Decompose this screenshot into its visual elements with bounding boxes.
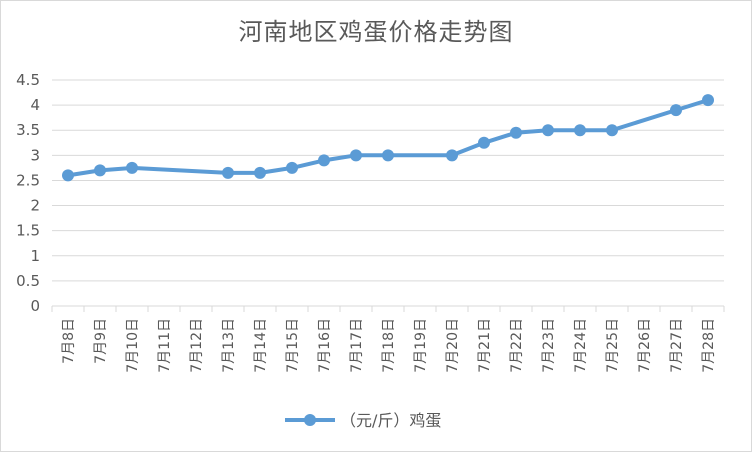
x-tick-label: 7月21日 xyxy=(477,318,493,373)
x-tick-label: 7月14日 xyxy=(253,318,269,373)
y-tick-label: 1.5 xyxy=(16,222,40,240)
y-tick-label: 0 xyxy=(30,297,40,315)
x-tick-label: 7月27日 xyxy=(669,318,685,373)
y-tick-label: 2 xyxy=(30,197,40,215)
data-point xyxy=(254,166,266,179)
x-tick-label: 7月12日 xyxy=(189,318,205,373)
data-point xyxy=(382,149,394,162)
legend-marker xyxy=(304,414,316,426)
data-point xyxy=(222,166,234,179)
data-point xyxy=(318,154,330,167)
data-point xyxy=(126,161,138,174)
x-tick-label: 7月24日 xyxy=(573,318,589,373)
x-tick-label: 7月19日 xyxy=(413,318,429,373)
data-point xyxy=(478,136,490,149)
x-tick-label: 7月28日 xyxy=(701,318,717,373)
x-tick-label: 7月23日 xyxy=(541,318,557,373)
data-point xyxy=(94,164,106,177)
data-point xyxy=(606,124,618,137)
data-point xyxy=(574,124,586,137)
y-axis: 0 0.5 1 1.5 2 2.5 3 3.5 4 4.5 xyxy=(16,71,40,315)
data-point xyxy=(286,161,298,174)
y-tick-label: 4 xyxy=(30,96,40,114)
data-point xyxy=(510,126,522,139)
data-point xyxy=(702,94,714,107)
y-tick-label: 3 xyxy=(30,146,40,164)
y-tick-label: 4.5 xyxy=(16,71,40,89)
series-layer xyxy=(62,94,714,182)
x-tick-label: 7月13日 xyxy=(221,318,237,373)
y-tick-label: 2.5 xyxy=(16,171,40,189)
data-point xyxy=(62,169,74,182)
x-tick-label: 7月18日 xyxy=(381,318,397,373)
data-point xyxy=(542,124,554,137)
x-tick-label: 7月17日 xyxy=(349,318,365,373)
x-tick-label: 7月25日 xyxy=(605,318,621,373)
x-tick-label: 7月10日 xyxy=(125,318,141,373)
x-tick-label: 7月20日 xyxy=(445,318,461,373)
data-point xyxy=(446,149,458,162)
grid-layer xyxy=(52,79,724,307)
x-tick-label: 7月16日 xyxy=(317,318,333,373)
y-tick-label: 3.5 xyxy=(16,121,40,139)
x-tick-label: 7月11日 xyxy=(157,318,173,373)
data-point xyxy=(350,149,362,162)
x-tick-label: 7月15日 xyxy=(285,318,301,373)
x-tick-label: 7月8日 xyxy=(61,318,77,364)
x-tick-label: 7月9日 xyxy=(93,318,109,364)
data-point xyxy=(670,104,682,117)
chart-title: 河南地区鸡蛋价格走势图 xyxy=(238,18,514,46)
legend: （元/斤）鸡蛋 xyxy=(285,411,441,430)
x-axis: 7月8日 7月9日 7月10日 7月11日 7月12日 7月13日 7月14日 7月15日 7月… xyxy=(51,306,725,373)
y-tick-label: 1 xyxy=(30,247,40,265)
series-line xyxy=(67,98,709,178)
legend-label: （元/斤）鸡蛋 xyxy=(340,411,441,430)
x-tick-label: 7月22日 xyxy=(509,318,525,373)
y-tick-label: 0.5 xyxy=(16,272,40,290)
x-tick-label: 7月26日 xyxy=(637,318,653,373)
